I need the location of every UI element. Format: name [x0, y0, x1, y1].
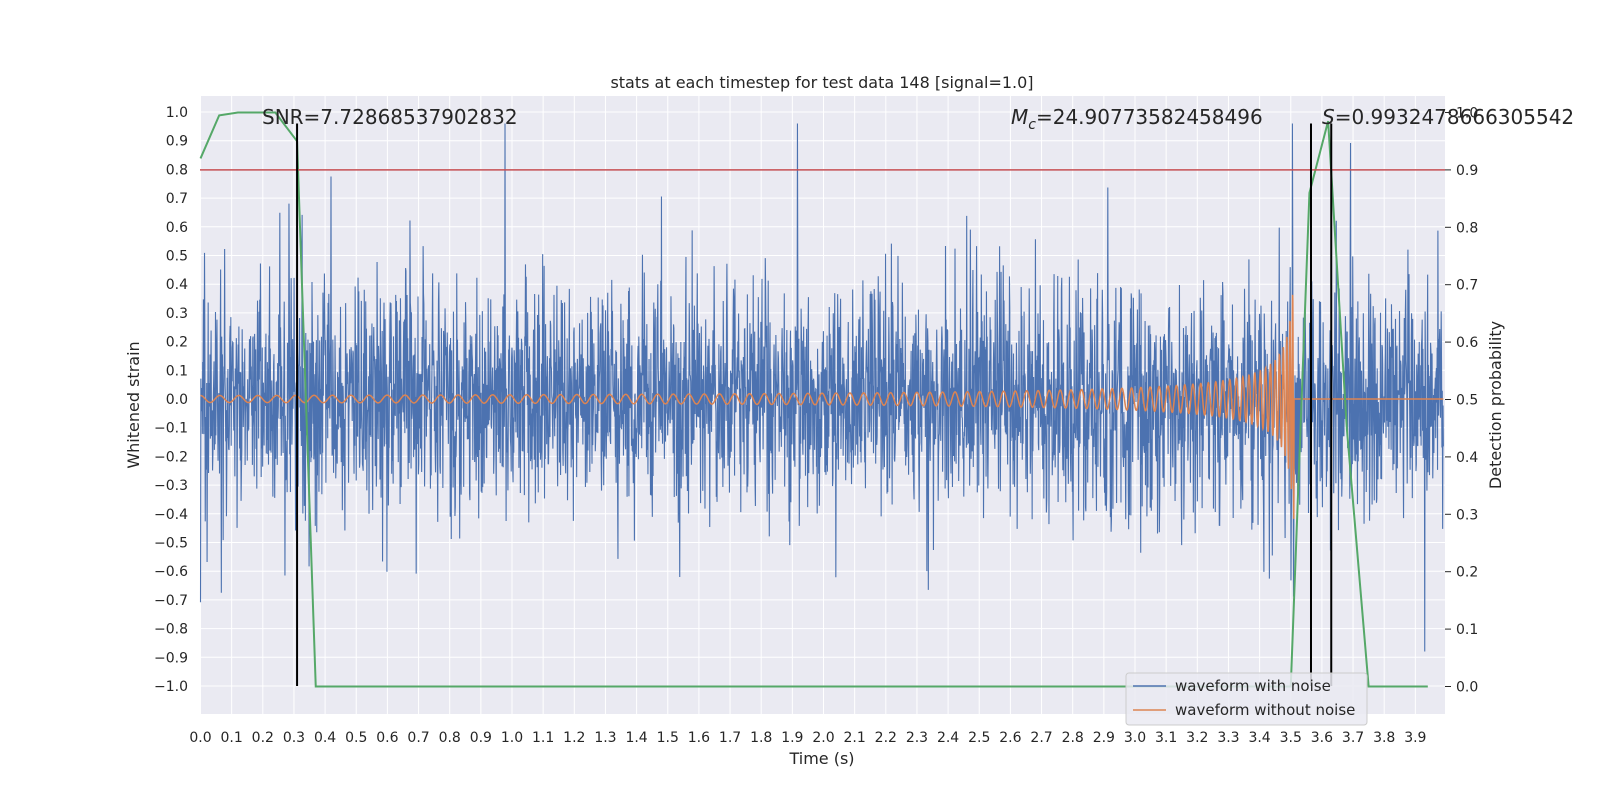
x-tick-labels: 0.0 0.1 0.2 0.3 0.4 0.5 0.6 0.7 0.8 0.9 1.0 1.1 1.2 1…: [189, 730, 1426, 746]
x-tick-label: 0.6: [376, 730, 398, 746]
x-tick-label: 2.8: [1062, 730, 1084, 746]
y-left-tick-label: −1.0: [154, 679, 188, 695]
x-tick-label: 0.5: [345, 730, 367, 746]
y-left-tick-label: −0.2: [154, 449, 188, 465]
y-right-tick-label: 0.5: [1456, 393, 1478, 409]
annotation-score-value: =0.9932478666305542: [1335, 105, 1574, 129]
x-tick-label: 2.0: [812, 730, 834, 746]
annotation-snr: SNR=7.72868537902832: [262, 105, 518, 129]
y-left-tick-label: −0.5: [154, 536, 188, 552]
x-tick-label: 1.1: [532, 730, 554, 746]
y-left-tick-label: 0.0: [166, 392, 188, 408]
y-right-tick-label: 0.4: [1456, 450, 1478, 466]
detection-overlay: [199, 111, 1445, 688]
y-left-tick-label: −0.3: [154, 478, 188, 494]
y-right-tick-label: 0.2: [1456, 565, 1478, 581]
waveform-with-noise-line: [199, 123, 1444, 652]
y-right-tick-label: 0.6: [1456, 335, 1478, 351]
x-tick-label: 1.5: [657, 730, 679, 746]
y-axis-label-left: Whitened strain: [124, 341, 143, 468]
noise-trace: [199, 123, 1444, 652]
y-right-tick-label: 0.1: [1456, 622, 1478, 638]
annotation-chirp-mass: Mc=24.90773582458496: [1011, 105, 1263, 133]
x-tick-label: 0.9: [470, 730, 492, 746]
y-left-tick-label: −0.8: [154, 622, 188, 638]
x-tick-label: 0.1: [221, 730, 243, 746]
x-tick-label: 3.7: [1342, 730, 1364, 746]
x-tick-label: 2.7: [1030, 730, 1052, 746]
x-tick-label: 1.8: [750, 730, 772, 746]
x-axis-label: Time (s): [788, 749, 854, 768]
x-tick-label: 3.0: [1124, 730, 1146, 746]
legend: waveform with noise waveform without noi…: [1125, 672, 1368, 726]
x-tick-label: 1.4: [625, 730, 647, 746]
x-tick-label: 0.8: [439, 730, 461, 746]
x-tick-label: 2.3: [906, 730, 928, 746]
x-tick-label: 1.0: [501, 730, 523, 746]
x-tick-label: 0.3: [283, 730, 305, 746]
legend-label-clean: waveform without noise: [1175, 701, 1355, 719]
x-tick-label: 0.0: [189, 730, 211, 746]
waveform-without-noise-line: [200, 294, 1444, 519]
y-right-tick-label: 1.0: [1456, 106, 1478, 122]
x-tick-label: 1.2: [563, 730, 585, 746]
x-tick-label: 3.5: [1280, 730, 1302, 746]
y-left-tick-label: 0.3: [166, 306, 188, 322]
y-left-tick-label: 0.7: [166, 191, 188, 207]
y-left-tick-label: −0.1: [154, 421, 188, 437]
y-axis-label-right: Detection probability: [1486, 321, 1505, 489]
x-tick-label: 0.4: [314, 730, 336, 746]
y-left-tick-labels: 1.0 0.9 0.8 0.7 0.6 0.5 0.4 0.3 0.2 0.1 0.0 −0.1 −0.…: [154, 105, 188, 695]
y-left-tick-label: 0.2: [166, 335, 188, 351]
x-tick-label: 3.8: [1373, 730, 1395, 746]
y-right-tick-label: 0.9: [1456, 163, 1478, 179]
x-tick-label: 2.2: [875, 730, 897, 746]
y-left-tick-label: −0.6: [154, 564, 188, 580]
y-left-tick-label: 0.8: [166, 162, 188, 178]
x-tick-label: 2.4: [937, 730, 959, 746]
x-tick-label: 1.6: [688, 730, 710, 746]
clean-trace: [200, 294, 1444, 519]
y-left-tick-label: 1.0: [166, 105, 188, 121]
annotation-chirp-mass-subscript: c: [1028, 117, 1036, 133]
x-tick-label: 2.1: [844, 730, 866, 746]
x-tick-label: 3.3: [1217, 730, 1239, 746]
y-right-tick-label: 0.3: [1456, 507, 1478, 523]
y-right-tick-labels: 1.0 0.9 0.8 0.7 0.6 0.5 0.4 0.3 0.2 0.1 0.0: [1445, 106, 1478, 696]
chart-title: stats at each timestep for test data 148…: [610, 73, 1033, 92]
x-tick-label: 2.6: [999, 730, 1021, 746]
annotation-chirp-mass-value: =24.90773582458496: [1036, 105, 1263, 129]
x-tick-label: 3.9: [1404, 730, 1426, 746]
x-tick-label: 3.2: [1186, 730, 1208, 746]
y-left-tick-label: 0.5: [166, 249, 188, 265]
x-tick-label: 2.9: [1093, 730, 1115, 746]
x-tick-label: 3.6: [1311, 730, 1333, 746]
x-tick-label: 2.5: [968, 730, 990, 746]
y-left-tick-label: 0.1: [166, 363, 188, 379]
annotation-score-symbol: S: [1322, 105, 1335, 129]
x-tick-label: 1.7: [719, 730, 741, 746]
x-tick-label: 1.9: [781, 730, 803, 746]
y-right-tick-label: 0.8: [1456, 220, 1478, 236]
y-left-tick-label: 0.9: [166, 134, 188, 150]
x-tick-label: 0.2: [252, 730, 274, 746]
x-tick-label: 3.1: [1155, 730, 1177, 746]
x-tick-label: 3.4: [1248, 730, 1270, 746]
annotation-score: S=0.9932478666305542: [1322, 105, 1574, 129]
legend-box: [1125, 672, 1368, 726]
y-left-tick-label: −0.9: [154, 650, 188, 666]
y-right-tick-label: 0.0: [1456, 680, 1478, 696]
x-tick-label: 1.3: [594, 730, 616, 746]
y-left-tick-label: −0.4: [154, 507, 188, 523]
y-right-tick-label: 0.7: [1456, 278, 1478, 294]
detection-probability-line: [199, 111, 1428, 688]
x-tick-label: 0.7: [407, 730, 429, 746]
y-left-tick-label: −0.7: [154, 593, 188, 609]
annotation-chirp-mass-symbol: M: [1011, 105, 1028, 129]
y-left-tick-label: 0.4: [166, 277, 188, 293]
legend-label-noise: waveform with noise: [1175, 677, 1331, 695]
y-left-tick-label: 0.6: [166, 220, 188, 236]
